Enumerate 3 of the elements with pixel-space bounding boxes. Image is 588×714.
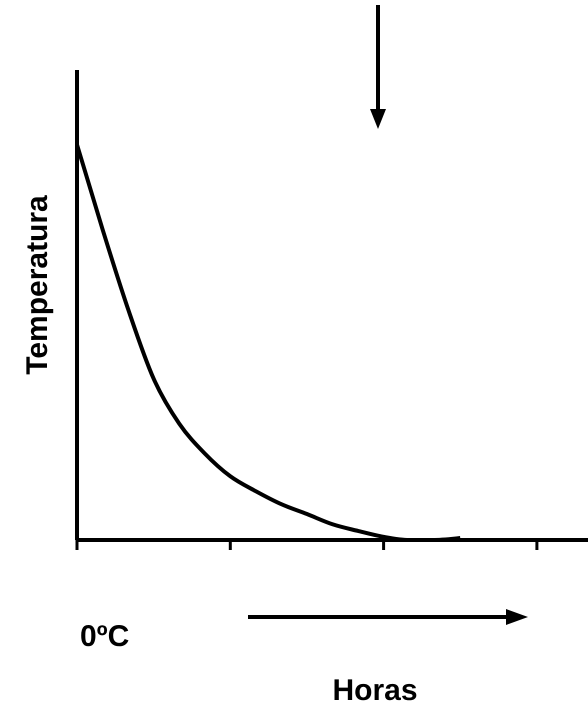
x-axis-title: Horas xyxy=(331,674,419,708)
y-axis-title: Temperatura xyxy=(21,195,55,375)
text: 0ºC xyxy=(80,620,130,654)
